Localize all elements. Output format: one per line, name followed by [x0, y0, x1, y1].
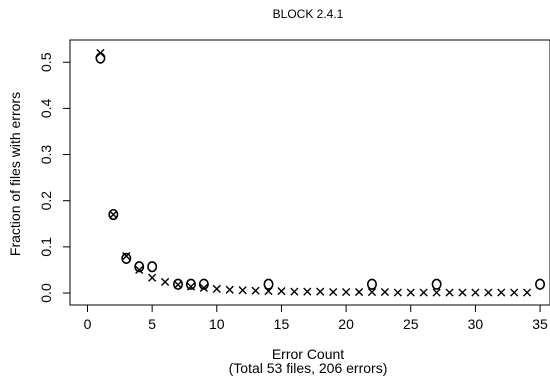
point-circle — [263, 278, 274, 290]
y-tick-label: 0.4 — [38, 98, 54, 118]
point-cross — [484, 288, 493, 297]
point-cross — [148, 273, 157, 282]
point-cross — [251, 286, 260, 295]
point-cross — [510, 288, 519, 297]
x-tick-label: 35 — [532, 316, 548, 332]
point-cross — [329, 287, 338, 297]
point-cross — [406, 288, 415, 297]
point-cross — [471, 288, 480, 297]
point-cross — [419, 288, 428, 297]
y-tick-label: 0.5 — [38, 52, 54, 72]
point-circle — [535, 278, 546, 290]
data-points — [95, 48, 546, 297]
point-cross — [354, 287, 364, 297]
y-axis-label: Fraction of files with errors — [7, 92, 23, 256]
point-cross — [380, 287, 389, 297]
point-circle — [147, 261, 158, 273]
point-cross — [458, 288, 467, 297]
point-circle — [121, 252, 132, 264]
point-cross — [445, 288, 454, 297]
plot-frame — [69, 39, 550, 306]
point-circle — [431, 278, 442, 290]
x-tick-label: 5 — [148, 316, 156, 332]
chart-title: BLOCK 2.4.1 — [273, 7, 344, 21]
point-circle — [173, 278, 184, 290]
point-cross — [160, 277, 170, 287]
y-tick-label: 0.0 — [38, 283, 54, 303]
point-cross — [367, 287, 377, 297]
point-cross — [109, 210, 118, 219]
point-cross — [277, 287, 286, 296]
point-circle — [95, 52, 106, 64]
x-axis-label-note: (Total 53 files, 206 errors) — [229, 360, 388, 376]
x-tick-label: 25 — [403, 316, 419, 332]
point-cross — [173, 280, 183, 289]
point-cross — [122, 251, 131, 261]
point-cross — [186, 282, 196, 291]
x-tick-label: 10 — [209, 316, 225, 332]
y-tick-label: 0.3 — [38, 145, 54, 165]
point-cross — [393, 288, 402, 297]
point-circle — [366, 278, 377, 290]
point-circle — [185, 278, 196, 290]
y-tick-label: 0.1 — [38, 237, 54, 257]
point-cross — [316, 287, 325, 296]
point-cross — [342, 287, 351, 297]
y-tick-label: 0.2 — [38, 191, 54, 211]
point-cross — [225, 285, 234, 294]
x-axis: 0 5 10 15 20 25 30 35 — [84, 304, 548, 332]
x-tick-label: 0 — [84, 316, 92, 332]
point-cross — [96, 48, 105, 58]
x-tick-label: 20 — [338, 316, 354, 332]
point-cross — [432, 288, 441, 297]
point-cross — [199, 283, 208, 293]
point-cross — [523, 288, 532, 297]
x-axis-label: Error Count — [272, 346, 344, 362]
point-cross — [497, 288, 506, 297]
point-circle — [108, 208, 119, 221]
x-tick-label: 30 — [468, 316, 484, 332]
point-circle — [198, 278, 209, 290]
point-cross — [264, 287, 273, 296]
point-cross — [303, 287, 312, 296]
point-circle — [134, 261, 145, 273]
point-cross — [135, 265, 144, 275]
y-axis: 0.0 0.1 0.2 0.3 0.4 0.5 — [38, 52, 71, 303]
point-cross — [212, 284, 221, 293]
point-cross — [238, 286, 247, 295]
point-cross — [290, 287, 299, 296]
x-tick-label: 15 — [274, 316, 290, 332]
